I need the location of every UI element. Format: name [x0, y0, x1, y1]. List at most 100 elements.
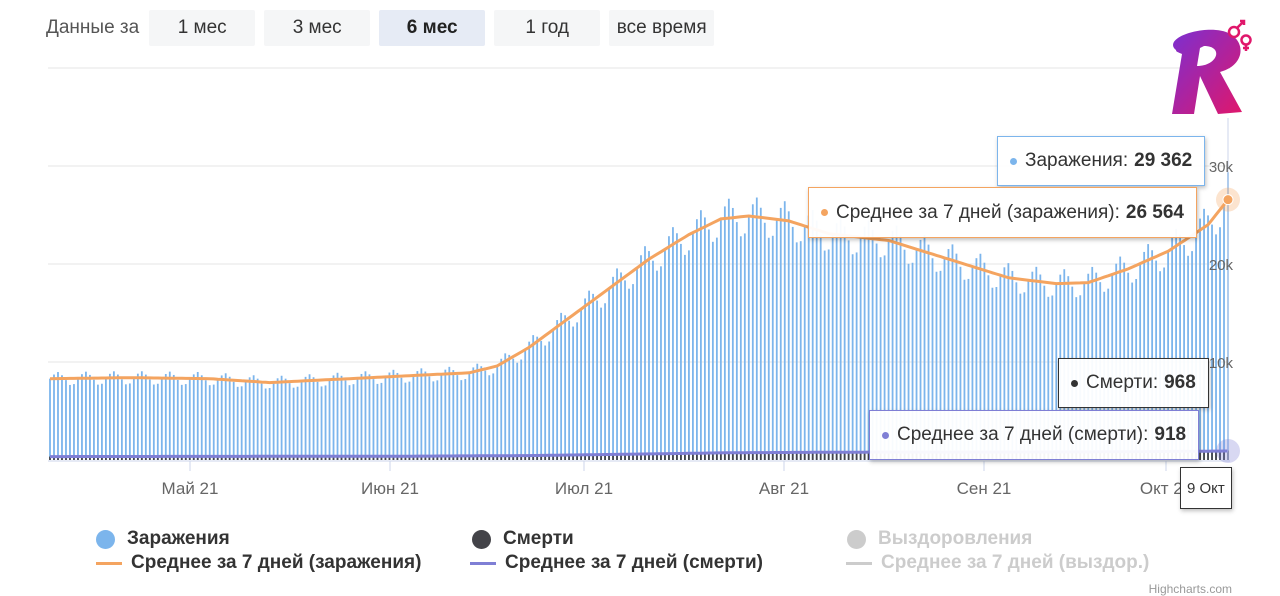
cases-bar [947, 249, 950, 460]
cases-bar [608, 288, 610, 460]
cases-bar [348, 385, 351, 460]
cases-bar [200, 375, 203, 460]
deaths-bar [432, 456, 435, 460]
range-3-months-button[interactable]: 3 мес [264, 10, 371, 46]
y-tick-label: 30k [1209, 159, 1234, 176]
cases-bar [468, 372, 471, 460]
cases-bar [312, 377, 315, 460]
deaths-bar [632, 454, 634, 460]
cases-bar [636, 267, 638, 460]
avg-cases-marker [1222, 194, 1234, 206]
cases-bar [101, 383, 103, 460]
tooltip-date: 9 Окт [1180, 467, 1232, 509]
legend-avg-deaths[interactable]: Среднее за 7 дней (смерти) [470, 552, 763, 574]
cases-bar [516, 362, 519, 460]
deaths-bar [556, 454, 559, 460]
deaths-bar [576, 455, 579, 460]
cases-bar [520, 359, 523, 460]
cases-bar [412, 375, 415, 460]
deaths-bar [811, 451, 814, 460]
cases-bar [696, 219, 698, 460]
cases-bar [284, 378, 287, 460]
cases-bar [672, 227, 674, 460]
cases-bar [324, 385, 327, 460]
legend-deaths-symbol [472, 529, 491, 549]
cases-bar [560, 312, 563, 460]
cases-bar [61, 375, 63, 460]
deaths-bar [200, 456, 203, 460]
cases-bar [983, 262, 986, 460]
cases-bar [715, 237, 718, 460]
cases-bar [372, 379, 375, 460]
deaths-bar [652, 453, 654, 460]
legend-cases[interactable]: Заражения [96, 528, 230, 550]
deaths-bar [452, 455, 455, 460]
cases-bar [807, 215, 810, 460]
cases-bar [1203, 208, 1205, 460]
legend-avg-recoveries[interactable]: Среднее за 7 дней (выздор.) [846, 552, 1149, 574]
cases-bar [811, 210, 814, 460]
cases-bar [380, 382, 383, 460]
deaths-bar [775, 452, 778, 460]
tooltip-deaths-label: Смерти: [1086, 372, 1159, 393]
deaths-bar [1199, 450, 1201, 460]
cases-bar [472, 367, 475, 460]
cases-bar [448, 366, 451, 460]
cases-bar [316, 381, 319, 460]
legend-avg-cases[interactable]: Среднее за 7 дней (заражения) [96, 552, 421, 574]
deaths-bar [380, 456, 383, 460]
cases-bar [903, 249, 906, 460]
tooltip-deaths-value: 968 [1164, 372, 1196, 393]
deaths-bar [392, 455, 395, 460]
deaths-bar [843, 451, 846, 460]
deaths-bar [540, 455, 543, 460]
cases-bar [787, 211, 790, 460]
cases-bar [1143, 251, 1146, 460]
range-all-time-button[interactable]: все время [609, 10, 715, 46]
deaths-bar [400, 456, 403, 460]
deaths-bar [69, 456, 71, 460]
deaths-bar [376, 456, 379, 460]
cases-bar [1171, 238, 1173, 460]
deaths-bar [368, 456, 371, 460]
deaths-bar [520, 455, 523, 460]
deaths-bar [440, 456, 443, 460]
cases-bar [971, 266, 974, 460]
cases-bar [1179, 234, 1181, 460]
tooltip-avg-deaths-value: 918 [1154, 424, 1187, 445]
deaths-bar [324, 456, 327, 460]
cases-bar [240, 386, 243, 460]
tooltip-deaths-marker [1071, 379, 1078, 387]
deaths-bar [77, 456, 79, 460]
deaths-bar [288, 456, 291, 460]
deaths-bar [396, 456, 399, 460]
cases-bar [276, 378, 279, 460]
deaths-bar [604, 454, 606, 460]
cases-bar [108, 373, 111, 460]
range-1-year-button[interactable]: 1 год [494, 10, 601, 46]
cases-bar [188, 378, 191, 460]
range-1-month-button[interactable]: 1 мес [149, 10, 256, 46]
deaths-bar [536, 455, 539, 460]
deaths-bar [552, 455, 555, 460]
deaths-bar [264, 456, 267, 460]
cases-bar [456, 375, 459, 460]
cases-bar [1007, 263, 1010, 460]
deaths-bar [715, 453, 718, 460]
range-6-months-button[interactable]: 6 мес [379, 10, 486, 46]
deaths-bar [61, 456, 63, 460]
deaths-bar [340, 456, 343, 460]
credits-link[interactable]: Highcharts.com [1148, 582, 1232, 596]
deaths-bar [676, 453, 678, 460]
deaths-bar [616, 453, 618, 460]
cases-bar [69, 384, 71, 460]
deaths-bar [524, 455, 527, 460]
tooltip-avg-cases: Среднее за 7 дней (заражения): 26 564 [808, 187, 1198, 238]
cases-bar [320, 386, 323, 460]
cases-bar [292, 387, 295, 460]
cases-bar [53, 374, 55, 460]
cases-bar [105, 377, 107, 460]
legend-deaths[interactable]: Смерти [472, 528, 574, 550]
legend-recoveries[interactable]: Выздоровления [847, 528, 1032, 550]
